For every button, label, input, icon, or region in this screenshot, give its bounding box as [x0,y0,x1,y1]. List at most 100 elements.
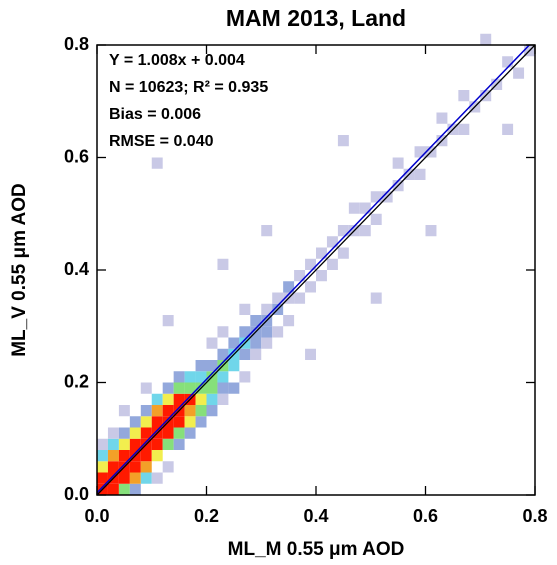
density-cell [140,416,152,428]
annotation: Y = 1.008x + 0.004 [109,52,245,69]
chart-title: MAM 2013, Land [226,5,406,31]
density-cell [162,405,174,417]
x-tick-label: 0.8 [522,506,547,526]
density-cell [129,416,141,428]
density-cell [392,157,404,169]
density-cell [272,292,284,304]
density-cell [250,315,262,327]
density-cell [250,337,262,349]
density-cell [294,292,306,304]
density-cell [140,427,152,439]
density-cell [118,472,130,484]
x-tick-label: 0.6 [413,506,438,526]
density-cell [140,461,152,473]
density-cell [206,360,218,372]
density-cell [118,438,130,450]
density-cell [261,326,273,338]
density-cell [370,292,382,304]
density-cell [151,450,163,462]
density-cell [458,123,470,135]
density-cell [239,326,251,338]
density-cell [129,461,141,473]
density-cell [162,461,174,473]
density-cell [316,247,327,259]
density-cell [228,337,240,349]
density-cell [151,438,163,450]
density-cell [129,483,141,495]
density-cell [107,427,119,439]
density-cell [151,472,163,484]
density-cell [261,337,273,349]
density-cell [173,438,185,450]
density-cell [425,225,437,237]
density-cell [239,303,251,315]
density-cell [305,348,316,360]
density-cell [206,405,218,417]
density-cell [173,382,185,394]
density-cell [118,405,130,417]
density-cell [151,405,163,417]
density-cell [162,393,174,405]
density-cell [414,168,426,180]
density-cell [359,202,371,214]
density-cell [261,225,273,237]
y-tick-label: 0.2 [64,371,89,391]
density-cell [184,405,196,417]
density-cell [173,371,185,383]
density-cell [348,202,360,214]
y-tick-label: 0.8 [64,34,89,54]
x-tick-label: 0.0 [84,506,109,526]
annotation: N = 10623; R² = 0.935 [109,79,268,96]
density-cell [129,438,141,450]
density-cell [151,416,163,428]
annotation: Bias = 0.006 [109,106,201,123]
density-cell [217,371,229,383]
density-cell [294,270,306,282]
density-cell [206,337,218,349]
density-cell [97,472,108,484]
density-cell [217,348,229,360]
density-cell [173,393,185,405]
density-cell [326,258,338,270]
y-axis-label: ML_V 0.55 μm AOD [9,183,30,357]
density-cell [129,427,141,439]
density-cell [97,438,108,450]
density-cell [305,258,316,270]
density-cell [195,371,207,383]
x-axis-label: ML_M 0.55 μm AOD [228,539,405,560]
density-cell [206,393,218,405]
density-cell [261,303,273,315]
density-cell [151,157,163,169]
density-cell [173,427,185,439]
density-cell [217,326,229,338]
density-cell [502,56,514,68]
density-cell [118,427,130,439]
density-cell [337,135,349,147]
density-cell [184,416,196,428]
density-cell [107,483,119,495]
density-cell [195,416,207,428]
density-cell [195,360,207,372]
one-to-one-line [96,44,536,496]
density-cell [162,382,174,394]
density-cell [206,382,218,394]
density-cell [283,315,295,327]
density-cell [140,472,152,484]
density-cell [272,326,284,338]
overlay [96,44,536,496]
density-cell [283,281,295,293]
density-cell [129,472,141,484]
density-cell [184,371,196,383]
density-cell [239,348,251,360]
annotation: RMSE = 0.040 [109,133,214,150]
density-cell [162,427,174,439]
density-cell [217,393,229,405]
density-cell [458,90,470,102]
density-cell [140,450,152,462]
density-cell [107,438,119,450]
density-cell [370,213,382,225]
density-cell [184,382,196,394]
density-cell [228,382,240,394]
density-cell [97,461,108,473]
